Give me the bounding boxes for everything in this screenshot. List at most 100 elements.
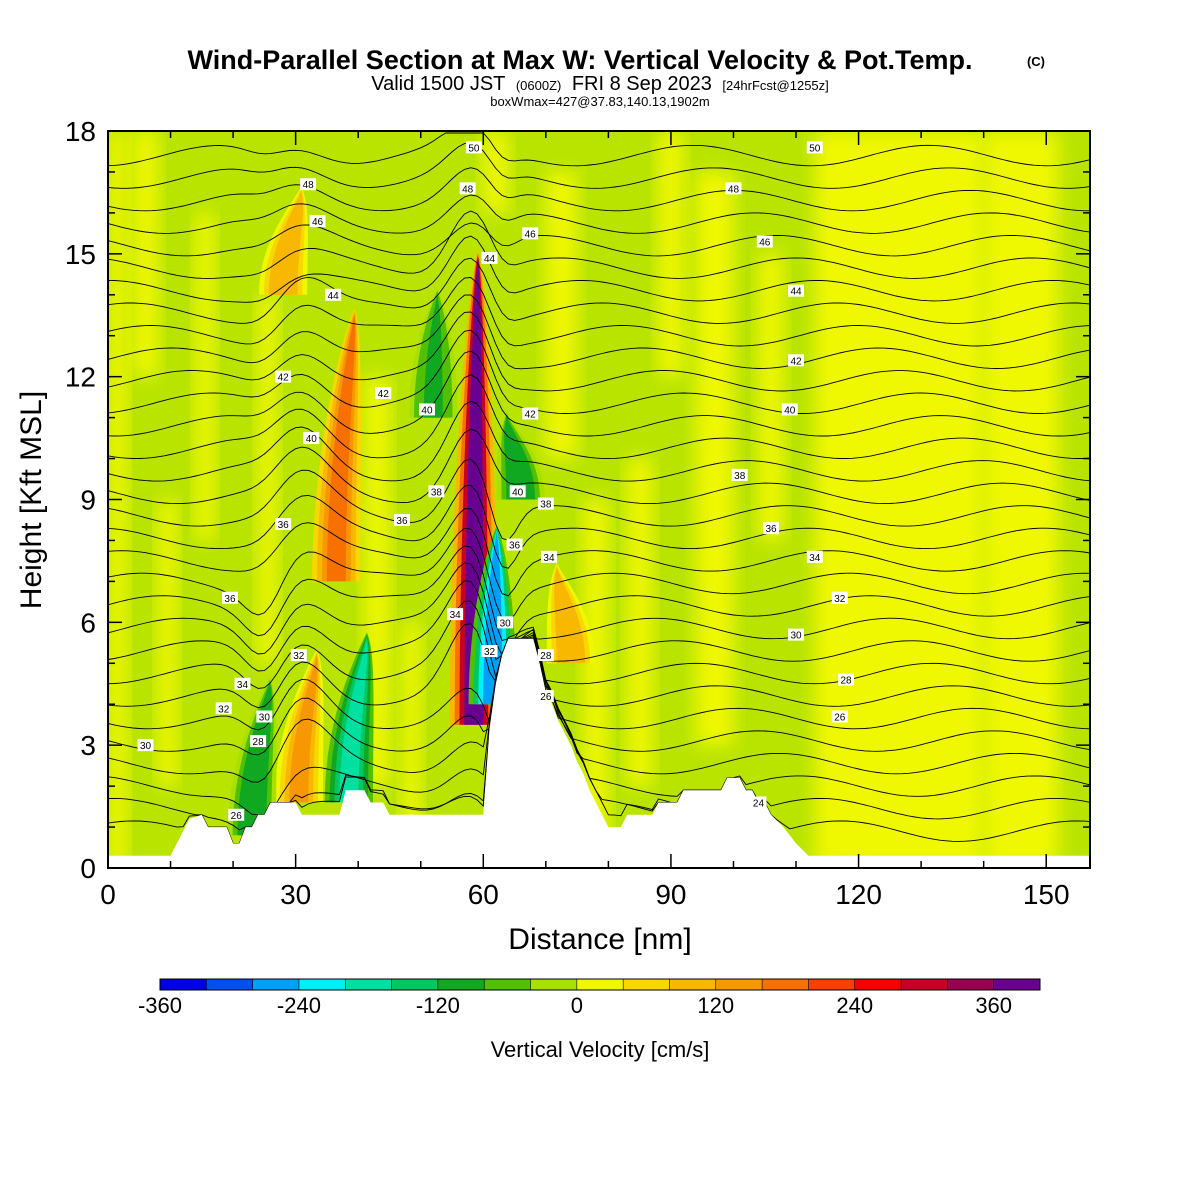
theta-contour-line <box>108 210 1090 279</box>
theta-contour-label: 46 <box>309 215 326 228</box>
theta-label-bg <box>540 550 557 563</box>
velocity-band <box>158 499 177 787</box>
theta-label-text: 26 <box>231 811 243 822</box>
theta-contour-label: 44 <box>788 284 805 298</box>
theta-contour-label: 32 <box>290 649 307 662</box>
theta-label-text: 28 <box>540 651 552 662</box>
theta-label-text: 24 <box>753 798 765 809</box>
theta-label-bg <box>375 387 392 400</box>
theta-label-text: 30 <box>259 713 271 724</box>
theta-contour-line <box>108 562 1090 657</box>
valid-time: Valid 1500 JST <box>371 73 505 95</box>
theta-label-text: 42 <box>378 389 390 400</box>
theta-label-bg <box>481 644 498 657</box>
theta-label-text: 26 <box>540 692 552 703</box>
theta-label-text: 32 <box>834 594 846 605</box>
colorbar-swatch <box>530 979 578 990</box>
forecast-info: [24hrFcst@1255z] <box>722 78 828 93</box>
y-tick-label: 9 <box>80 485 96 516</box>
theta-label-text: 48 <box>462 184 474 195</box>
velocity-band <box>545 171 578 459</box>
theta-label-bg <box>509 485 526 498</box>
colorbar-tick-label: -240 <box>277 993 321 1018</box>
colorbar-swatch <box>160 979 207 990</box>
theta-label-bg <box>256 710 273 723</box>
theta-contour-label: 28 <box>537 649 554 662</box>
colorbar-swatch <box>901 979 948 990</box>
theta-contour-label: 50 <box>465 141 482 154</box>
theta-label-text: 34 <box>543 553 555 564</box>
theta-label-text: 28 <box>253 737 265 748</box>
theta-label-bg <box>393 513 410 526</box>
y-tick-label: 15 <box>65 239 96 270</box>
theta-label-bg <box>137 739 154 752</box>
colorbar-tick-label: 240 <box>836 993 873 1018</box>
colorbar-frame <box>159 978 1041 991</box>
plot-field: 24 26 28 30 32 34 36 38 40 42 44 46 48 50 30 32 34 36 26 28… <box>108 131 1090 868</box>
theta-label-text: 26 <box>834 713 846 724</box>
theta-label-bg <box>300 178 317 191</box>
velocity-band <box>483 131 509 213</box>
y-tick-label: 6 <box>80 607 96 638</box>
colorbar-swatch <box>623 979 670 990</box>
box-wmax-info: boxWmax=427@37.83,140.13,1902m <box>490 94 710 109</box>
theta-contour-line <box>108 527 1090 623</box>
theta-label-text: 30 <box>500 618 512 629</box>
copyright-mark: (C) <box>1027 54 1045 69</box>
colorbar-tick-label: -360 <box>138 993 182 1018</box>
theta-label-text: 36 <box>509 541 521 552</box>
theta-label-bg <box>465 141 482 154</box>
theta-label-bg <box>325 288 342 301</box>
colorbar-swatch <box>808 979 856 990</box>
theta-contour-line <box>108 428 1090 505</box>
theta-contour-line <box>108 142 1090 189</box>
velocity-layer <box>326 315 356 582</box>
theta-contour-label: 34 <box>234 677 251 691</box>
theta-label-bg <box>447 608 464 621</box>
colorbar-swatch <box>576 979 624 990</box>
theta-label-text: 30 <box>790 631 802 642</box>
theta-label-text: 46 <box>312 217 324 228</box>
theta-label-bg <box>275 518 292 531</box>
x-axis-title: Distance [nm] <box>508 923 691 956</box>
theta-contour-line <box>108 626 1090 783</box>
theta-label-bg <box>228 808 245 821</box>
theta-contour-label: 32 <box>831 591 848 605</box>
theta-label-bg <box>290 649 307 662</box>
theta-contour-line <box>108 277 1090 347</box>
theta-label-bg <box>275 370 292 383</box>
theta-contour-line <box>108 400 1090 482</box>
x-tick-label: 60 <box>468 879 499 910</box>
theta-contour-label: 46 <box>756 235 773 249</box>
theta-label-text: 42 <box>790 356 802 367</box>
colorbar-tick-label: 120 <box>697 993 734 1018</box>
theta-label-bg <box>806 550 823 563</box>
theta-label-text: 32 <box>293 651 305 662</box>
colorbar-swatch <box>391 979 439 990</box>
velocity-band <box>758 253 784 541</box>
theta-label-bg <box>831 710 848 723</box>
colorbar-tick-label: 0 <box>571 993 583 1018</box>
velocity-band <box>195 212 215 541</box>
theta-contour-label: 48 <box>300 178 317 191</box>
colorbar-swatch <box>762 979 809 990</box>
theta-contour-label: 26 <box>831 710 848 724</box>
theta-label-bg <box>806 141 823 154</box>
theta-contour-label: 42 <box>522 407 539 421</box>
theta-contour-label: 28 <box>838 673 855 687</box>
downdraft-core <box>496 411 545 500</box>
theta-contour-label: 38 <box>537 497 554 511</box>
theta-contour-line <box>108 350 1090 437</box>
colorbar-swatch <box>437 979 485 990</box>
theta-label-bg <box>459 182 476 195</box>
theta-label-bg <box>731 468 748 481</box>
theta-label-text: 34 <box>809 553 821 564</box>
theta-label-text: 36 <box>278 520 290 531</box>
theta-contour-line <box>108 222 1090 257</box>
colorbar-swatch <box>715 979 763 990</box>
theta-contour-label: 40 <box>509 485 526 498</box>
theta-label-bg <box>481 251 498 264</box>
theta-label-text: 32 <box>218 704 230 715</box>
theta-label-bg <box>522 227 539 240</box>
